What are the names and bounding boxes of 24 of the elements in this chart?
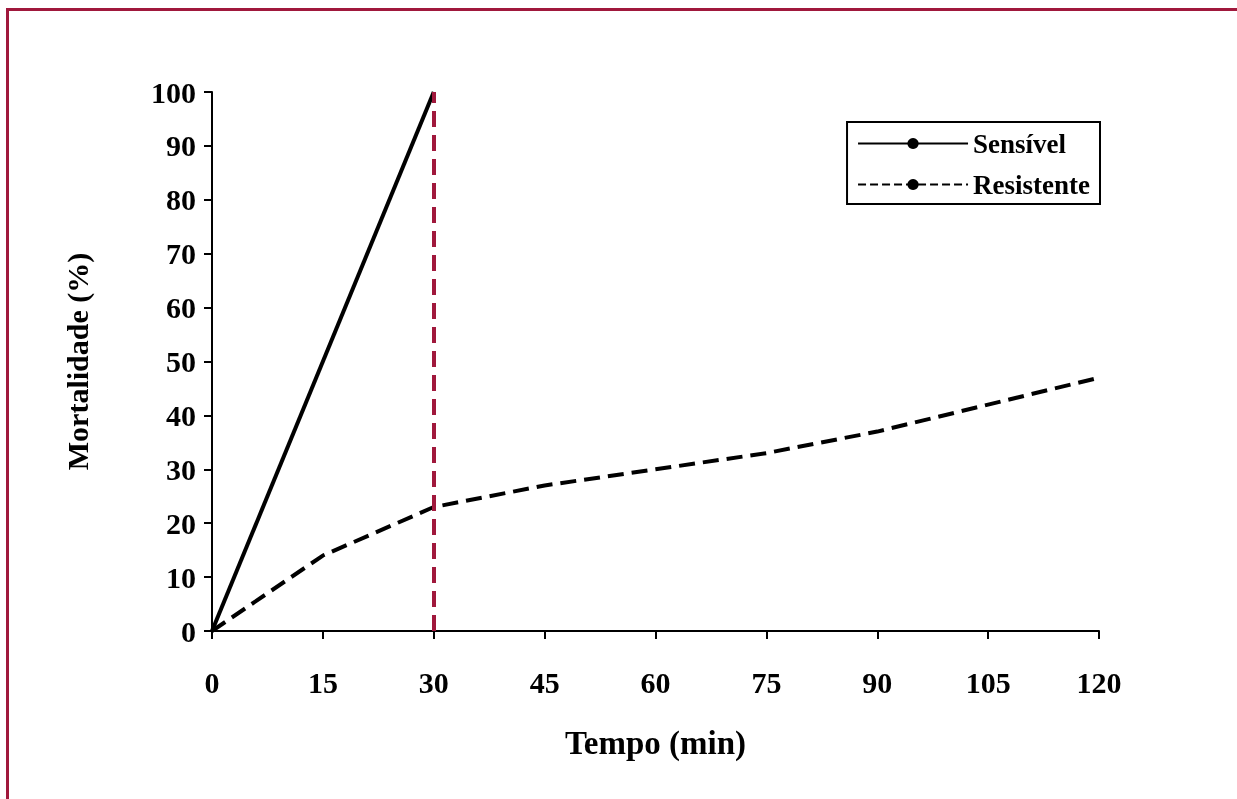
y-tick-label: 30 (166, 452, 196, 486)
x-tick-label: 120 (1076, 665, 1122, 699)
y-tick-label: 80 (166, 183, 196, 217)
x-tick-label: 60 (640, 665, 671, 699)
y-tick-label: 90 (166, 129, 196, 163)
y-tick-label: 70 (166, 237, 196, 271)
x-tick-label: 105 (965, 665, 1011, 699)
x-tick-label: 45 (529, 665, 560, 699)
y-tick-label: 40 (166, 398, 196, 432)
legend-label: Resistente (973, 169, 1091, 200)
x-tick-label: 0 (204, 665, 220, 699)
y-axis-title: Mortalidade (%) (60, 252, 95, 471)
x-tick-label: 90 (862, 665, 893, 699)
x-axis-title: Tempo (min) (564, 724, 747, 762)
y-tick-label: 0 (181, 614, 196, 648)
x-tick-label: 30 (418, 665, 449, 699)
x-tick-label: 75 (751, 665, 782, 699)
y-tick-label: 60 (166, 291, 196, 325)
y-tick-label: 50 (166, 345, 196, 378)
y-tick-label: 100 (151, 75, 196, 109)
y-tick-label: 20 (166, 506, 196, 540)
legend-label: Sensível (973, 128, 1067, 159)
x-tick-label: 15 (307, 665, 338, 699)
y-tick-label: 10 (166, 560, 196, 594)
